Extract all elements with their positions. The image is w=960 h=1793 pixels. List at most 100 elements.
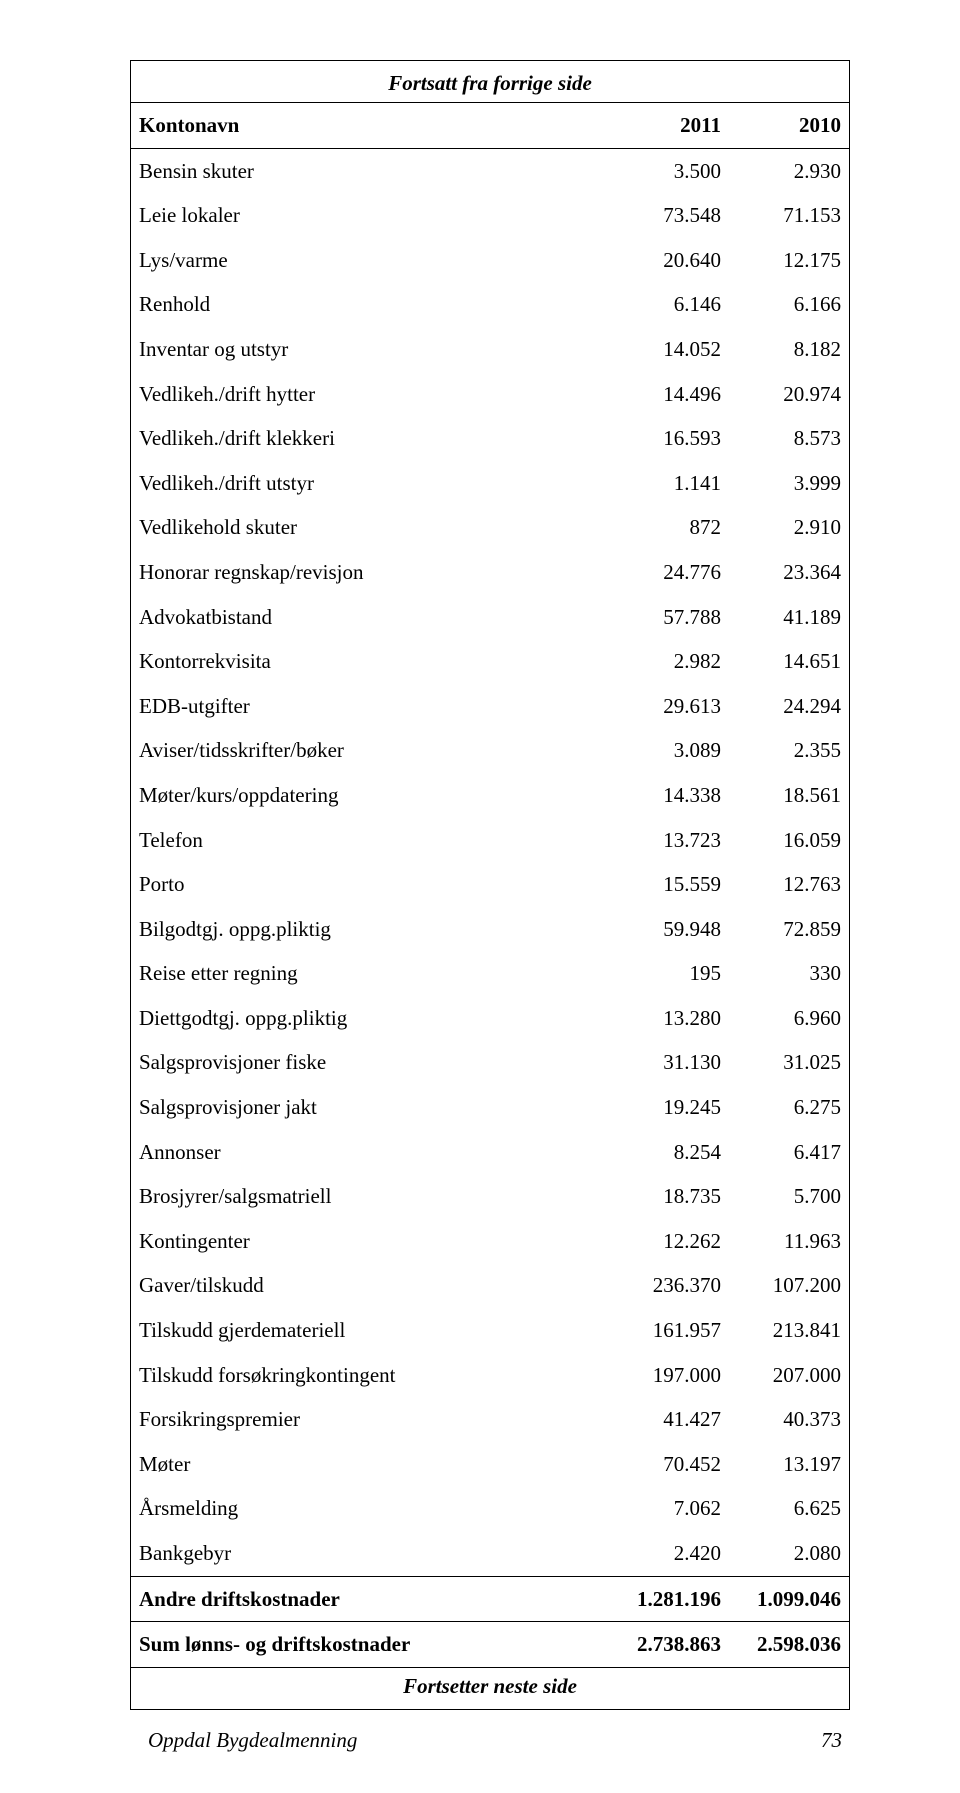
cell-name: Vedlikehold skuter xyxy=(131,505,609,550)
continued-to-label: Fortsetter neste side xyxy=(131,1668,849,1709)
table-row: Leie lokaler73.54871.153 xyxy=(131,193,849,238)
cell-year2: 2.910 xyxy=(729,505,849,550)
cell-name: Porto xyxy=(131,862,609,907)
cell-year2: 107.200 xyxy=(729,1263,849,1308)
cell-year2: 23.364 xyxy=(729,550,849,595)
cell-year2: 40.373 xyxy=(729,1397,849,1442)
cell-year1: 872 xyxy=(609,505,729,550)
table-row: Lys/varme20.64012.175 xyxy=(131,238,849,283)
cell-name: Reise etter regning xyxy=(131,951,609,996)
cell-name: Årsmelding xyxy=(131,1486,609,1531)
table-row: Møter70.45213.197 xyxy=(131,1442,849,1487)
table-row: Aviser/tidsskrifter/bøker3.0892.355 xyxy=(131,728,849,773)
cell-name: Salgsprovisjoner fiske xyxy=(131,1040,609,1085)
cell-name: Brosjyrer/salgsmatriell xyxy=(131,1174,609,1219)
cell-year2: 2.355 xyxy=(729,728,849,773)
cell-name: Renhold xyxy=(131,282,609,327)
cell-year1: 2.420 xyxy=(609,1531,729,1576)
subtotal-year1: 1.281.196 xyxy=(609,1576,729,1622)
cell-year2: 18.561 xyxy=(729,773,849,818)
cell-year2: 8.573 xyxy=(729,416,849,461)
cell-year1: 29.613 xyxy=(609,684,729,729)
cell-year2: 6.166 xyxy=(729,282,849,327)
table-row: Kontorrekvisita2.98214.651 xyxy=(131,639,849,684)
cell-year1: 16.593 xyxy=(609,416,729,461)
cell-year1: 12.262 xyxy=(609,1219,729,1264)
subtotal-row: Andre driftskostnader1.281.1961.099.046 xyxy=(131,1576,849,1622)
cell-year1: 195 xyxy=(609,951,729,996)
table-header-row: Kontonavn20112010 xyxy=(131,103,849,149)
cell-year2: 72.859 xyxy=(729,907,849,952)
total-year1: 2.738.863 xyxy=(609,1622,729,1668)
cell-name: Møter/kurs/oppdatering xyxy=(131,773,609,818)
cell-name: Leie lokaler xyxy=(131,193,609,238)
total-year2: 2.598.036 xyxy=(729,1622,849,1668)
cell-year1: 24.776 xyxy=(609,550,729,595)
table-row: Tilskudd gjerdemateriell161.957213.841 xyxy=(131,1308,849,1353)
cell-year2: 71.153 xyxy=(729,193,849,238)
table-row: Kontingenter12.26211.963 xyxy=(131,1219,849,1264)
cell-name: Gaver/tilskudd xyxy=(131,1263,609,1308)
table-row: Vedlikeh./drift utstyr1.1413.999 xyxy=(131,461,849,506)
cell-year1: 1.141 xyxy=(609,461,729,506)
cell-year2: 207.000 xyxy=(729,1353,849,1398)
cell-name: Vedlikeh./drift klekkeri xyxy=(131,416,609,461)
cell-name: Bensin skuter xyxy=(131,148,609,193)
cell-year2: 6.275 xyxy=(729,1085,849,1130)
cell-year1: 59.948 xyxy=(609,907,729,952)
table-row: Porto15.55912.763 xyxy=(131,862,849,907)
cell-year1: 41.427 xyxy=(609,1397,729,1442)
cell-name: Salgsprovisjoner jakt xyxy=(131,1085,609,1130)
cell-name: Lys/varme xyxy=(131,238,609,283)
cell-year1: 73.548 xyxy=(609,193,729,238)
cell-name: Kontingenter xyxy=(131,1219,609,1264)
total-row: Sum lønns- og driftskostnader2.738.8632.… xyxy=(131,1622,849,1668)
cell-year1: 13.723 xyxy=(609,818,729,863)
cell-year2: 6.417 xyxy=(729,1130,849,1175)
cell-year1: 15.559 xyxy=(609,862,729,907)
cell-name: Diettgodtgj. oppg.pliktig xyxy=(131,996,609,1041)
page-footer: Oppdal Bygdealmenning 73 xyxy=(130,1710,850,1753)
cell-year1: 6.146 xyxy=(609,282,729,327)
table-row: Bilgodtgj. oppg.pliktig59.94872.859 xyxy=(131,907,849,952)
table-row: Årsmelding7.0626.625 xyxy=(131,1486,849,1531)
cell-year1: 13.280 xyxy=(609,996,729,1041)
cell-year1: 18.735 xyxy=(609,1174,729,1219)
cell-year1: 19.245 xyxy=(609,1085,729,1130)
col-header-name: Kontonavn xyxy=(131,103,609,149)
cell-name: Advokatbistand xyxy=(131,595,609,640)
cell-year1: 14.496 xyxy=(609,372,729,417)
cell-year1: 14.338 xyxy=(609,773,729,818)
table-row: Reise etter regning195330 xyxy=(131,951,849,996)
cell-name: Tilskudd forsøkringkontingent xyxy=(131,1353,609,1398)
footer-page-number: 73 xyxy=(821,1728,842,1753)
cell-year1: 31.130 xyxy=(609,1040,729,1085)
cell-name: EDB-utgifter xyxy=(131,684,609,729)
table-row: Vedlikeh./drift klekkeri16.5938.573 xyxy=(131,416,849,461)
cell-name: Vedlikeh./drift hytter xyxy=(131,372,609,417)
cell-year1: 8.254 xyxy=(609,1130,729,1175)
cell-name: Bilgodtgj. oppg.pliktig xyxy=(131,907,609,952)
cell-year2: 213.841 xyxy=(729,1308,849,1353)
cell-year1: 20.640 xyxy=(609,238,729,283)
subtotal-name: Andre driftskostnader xyxy=(131,1576,609,1622)
cell-name: Vedlikeh./drift utstyr xyxy=(131,461,609,506)
cell-year1: 14.052 xyxy=(609,327,729,372)
cell-year2: 330 xyxy=(729,951,849,996)
accounts-table: Kontonavn20112010Bensin skuter3.5002.930… xyxy=(131,102,849,1668)
cell-year2: 8.182 xyxy=(729,327,849,372)
subtotal-year2: 1.099.046 xyxy=(729,1576,849,1622)
footer-title: Oppdal Bygdealmenning xyxy=(148,1728,357,1753)
table-row: Forsikringspremier41.42740.373 xyxy=(131,1397,849,1442)
cell-year2: 12.175 xyxy=(729,238,849,283)
cell-name: Aviser/tidsskrifter/bøker xyxy=(131,728,609,773)
cell-year2: 2.080 xyxy=(729,1531,849,1576)
cell-year2: 11.963 xyxy=(729,1219,849,1264)
total-name: Sum lønns- og driftskostnader xyxy=(131,1622,609,1668)
table-row: Salgsprovisjoner fiske31.13031.025 xyxy=(131,1040,849,1085)
col-header-year2: 2010 xyxy=(729,103,849,149)
continued-from-label: Fortsatt fra forrige side xyxy=(131,61,849,102)
cell-name: Annonser xyxy=(131,1130,609,1175)
table-row: Brosjyrer/salgsmatriell18.7355.700 xyxy=(131,1174,849,1219)
table-row: Vedlikeh./drift hytter14.49620.974 xyxy=(131,372,849,417)
